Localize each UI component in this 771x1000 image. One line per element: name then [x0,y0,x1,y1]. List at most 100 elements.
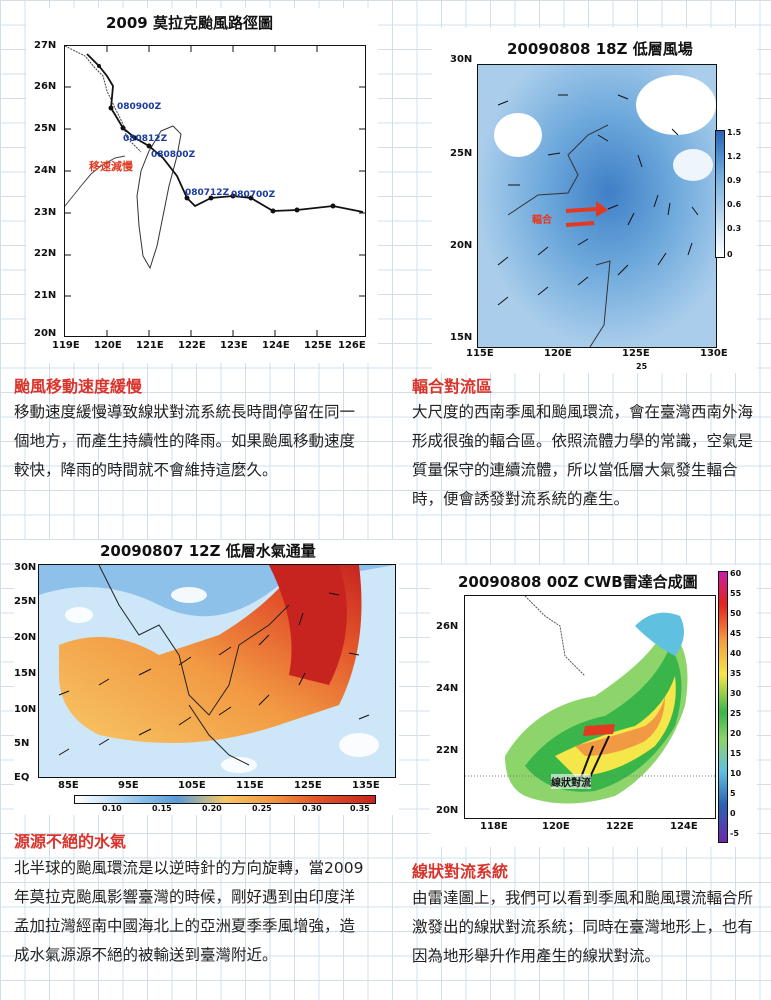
moisture-lon-tick: 125E [294,780,322,791]
track-lat-tick: 26N [34,81,57,92]
moisture-map-svg [39,565,395,777]
wind-colorbar-label: 0.6 [727,200,742,209]
track-label-080900z: 080900Z [117,102,162,112]
moisture-lat-tick: EQ [14,772,30,783]
section-heading-convergence: 輻合對流區 [412,377,493,396]
wind-convergence-note: 輻合 [532,215,552,226]
track-figure: 2009 莫拉克颱風路徑圖 [26,8,378,363]
moisture-lon-tick: 95E [118,780,139,791]
radar-colorbar-label: 40 [730,649,742,658]
radar-colorbar-label: 60 [730,569,742,578]
track-label-080700z: 080700Z [231,190,276,200]
moisture-lat-tick: 5N [14,738,30,749]
radar-lon-tick: 120E [542,821,570,832]
radar-title: 20090808 00Z CWB雷達合成圖 [458,573,698,591]
section-text-moisture: 北半球的颱風環流是以逆時針的方向旋轉，當2009 年莫拉克颱風影響臺灣的時候，剛… [14,859,364,964]
radar-colorbar-label: 35 [730,669,742,678]
radar-colorbar-label: 10 [730,769,742,778]
radar-colorbar-label: -5 [730,829,739,838]
radar-lat-tick: 24N [436,683,459,694]
moisture-lat-tick: 15N [14,668,37,679]
moisture-lon-tick: 105E [178,780,206,791]
moisture-lat-tick: 30N [14,562,37,573]
wind-map: 輻合 [477,64,717,348]
radar-lat-tick: 20N [436,805,459,816]
section-text-line-convection: 由雷達圖上，我們可以看到季風和颱風環流輻合所激發出的線狀對流系統；同時在臺灣地形… [412,889,754,965]
radar-figure: 20090808 00Z CWB雷達合成圖 線狀對流 26N 24N 22N 2… [430,565,757,847]
wind-title: 20090808 18Z 低層風場 [507,40,693,58]
moisture-colorbar-label: 0.20 [202,804,222,813]
radar-colorbar-label: 20 [730,729,742,738]
section-heading-slow-movement: 颱風移動速度緩慢 [14,377,143,396]
wind-map-svg [478,65,716,347]
track-map-svg [65,46,365,336]
radar-line-convection-note: 線狀對流 [551,774,591,789]
wind-colorbar-label: 0.3 [727,224,742,233]
radar-colorbar-label: 0 [730,809,736,818]
track-lat-tick: 21N [34,290,57,301]
wind-lat-tick: 20N [450,240,473,251]
moisture-title: 20090807 12Z 低層水氣通量 [100,542,316,560]
wind-colorbar-label: 0 [727,250,733,259]
moisture-colorbar-label: 0.15 [152,804,172,813]
radar-colorbar-label: 45 [730,629,742,638]
track-lon-tick: 125E [304,340,332,351]
track-lon-tick: 122E [178,340,206,351]
moisture-lat-tick: 25N [14,596,37,607]
moisture-map [38,564,396,778]
track-slowdown-note: 移速減慢 [89,160,133,173]
radar-lat-tick: 26N [436,621,459,632]
wind-lon-tick: 130E [700,348,728,359]
radar-colorbar-label: 55 [730,589,742,598]
track-title: 2009 莫拉克颱風路徑圖 [106,14,273,32]
wind-lat-tick: 25N [450,148,473,159]
wind-ref-vector: 25 [636,362,648,371]
moisture-lon-tick: 135E [352,780,380,791]
track-label-080812z: 080812Z [123,134,168,144]
wind-lon-tick: 115E [466,348,494,359]
wind-lat-tick: 30N [450,54,473,65]
track-lon-tick: 120E [94,340,122,351]
radar-map-svg [465,596,715,804]
wind-colorbar-label: 1.2 [727,152,742,161]
radar-map: 線狀對流 [464,595,716,819]
moisture-lat-tick: 10N [14,704,37,715]
radar-lon-tick: 118E [480,821,508,832]
wind-lon-tick: 120E [544,348,572,359]
section-text-slow-movement: 移動速度緩慢導致線狀對流系統長時間停留在同一個地方，而產生持續性的降雨。如果颱風… [14,403,356,479]
track-lon-tick: 124E [262,340,290,351]
moisture-colorbar-label: 0.30 [302,804,322,813]
track-label-080800z: 080800Z [151,150,196,160]
moisture-colorbar-label: 0.10 [102,804,122,813]
wind-lon-tick: 125E [622,348,650,359]
track-lat-tick: 22N [34,248,57,259]
track-lat-tick: 25N [34,123,57,134]
radar-lon-tick: 122E [606,821,634,832]
radar-colorbar-label: 5 [730,789,736,798]
track-lon-tick: 121E [136,340,164,351]
radar-lon-tick: 124E [670,821,698,832]
moisture-lon-tick: 85E [58,780,79,791]
radar-colorbar-label: 50 [730,609,742,618]
track-lat-tick: 24N [34,165,57,176]
track-lon-tick: 119E [52,340,80,351]
radar-colorbar-label: 15 [730,749,742,758]
radar-colorbar-label: 30 [730,689,742,698]
wind-colorbar [715,130,725,258]
wind-colorbar-label: 0.9 [727,176,742,185]
track-lon-tick: 126E [338,340,366,351]
radar-colorbar [718,571,728,843]
wind-lat-tick: 15N [450,332,473,343]
moisture-lon-tick: 115E [236,780,264,791]
section-heading-line-convection: 線狀對流系統 [412,862,509,881]
wind-colorbar-label: 1.5 [727,128,742,137]
moisture-figure: 20090807 12Z 低層水氣通量 [14,540,399,815]
radar-colorbar-label: 25 [730,709,742,718]
moisture-colorbar [74,795,376,804]
moisture-lat-tick: 20N [14,632,37,643]
moisture-colorbar-label: 0.35 [350,804,370,813]
section-text-convergence: 大尺度的西南季風和颱風環流，會在臺灣西南外海形成很強的輻合區。依照流體力學的常識… [412,403,754,508]
track-lat-tick: 27N [34,40,57,51]
track-lat-tick: 23N [34,207,57,218]
track-map: 080900Z 080812Z 080800Z 080712Z 080700Z … [64,45,366,337]
